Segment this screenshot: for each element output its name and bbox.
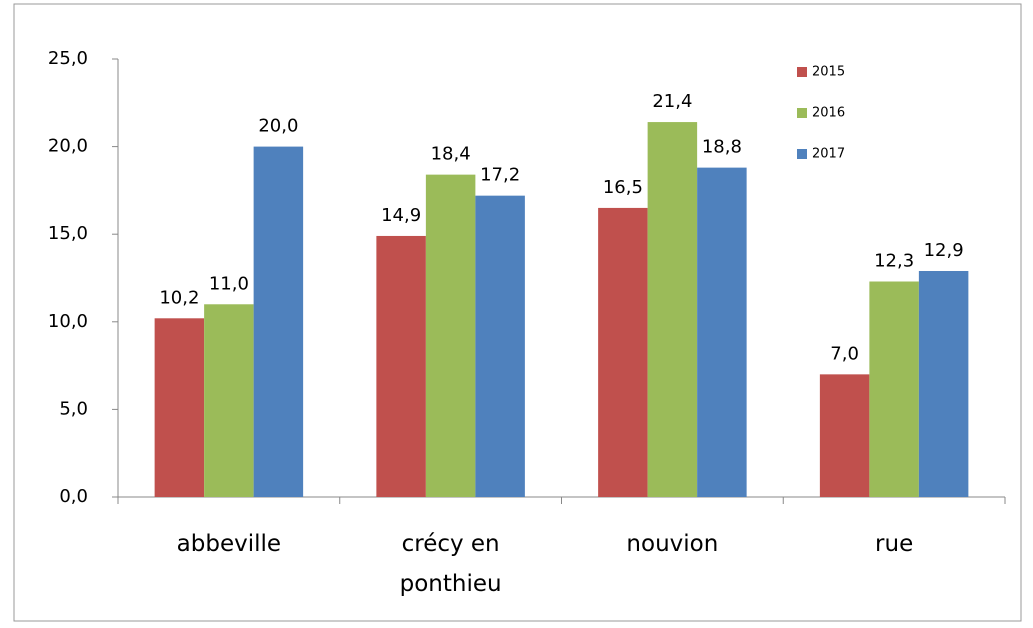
legend-swatch	[797, 149, 807, 159]
bar	[426, 175, 476, 497]
y-tick-label: 20,0	[48, 136, 88, 157]
bar	[820, 374, 870, 497]
value-label: 18,8	[702, 137, 742, 158]
value-label: 16,5	[603, 177, 643, 198]
bar	[648, 122, 698, 497]
value-label: 11,0	[209, 273, 249, 294]
legend-swatch	[797, 108, 807, 118]
bar	[204, 304, 254, 497]
value-label: 17,2	[480, 165, 520, 186]
legend-label: 2017	[812, 147, 845, 162]
x-tick-label: abbeville	[139, 524, 319, 564]
bar	[598, 208, 648, 497]
legend-label: 2016	[812, 106, 845, 121]
value-label: 10,2	[159, 287, 199, 308]
value-label: 12,9	[924, 240, 964, 261]
y-tick-label: 10,0	[48, 311, 88, 332]
value-label: 18,4	[431, 144, 471, 165]
x-tick-label: crécy en ponthieu	[361, 524, 541, 604]
y-tick-label: 15,0	[48, 223, 88, 244]
bar	[697, 168, 747, 497]
value-label: 7,0	[830, 343, 859, 364]
x-tick-label: rue	[804, 524, 984, 564]
y-tick-label: 0,0	[59, 486, 88, 507]
value-label: 14,9	[381, 205, 421, 226]
value-label: 20,0	[258, 116, 298, 137]
bar	[475, 196, 525, 497]
bar	[919, 271, 969, 497]
x-tick-label: nouvion	[582, 524, 762, 564]
bar	[376, 236, 426, 497]
bar	[254, 147, 304, 497]
value-label: 21,4	[652, 91, 692, 112]
bar	[155, 318, 205, 497]
value-label: 12,3	[874, 251, 914, 272]
y-tick-label: 5,0	[59, 398, 88, 419]
legend-label: 2015	[812, 65, 845, 80]
legend-swatch	[797, 67, 807, 77]
y-tick-label: 25,0	[48, 48, 88, 69]
page: 0,0 5,0 10,0 15,0 20,0 25,0 10,2 11,0 20,0 14,9 18…	[0, 0, 1033, 628]
bar	[869, 282, 919, 497]
